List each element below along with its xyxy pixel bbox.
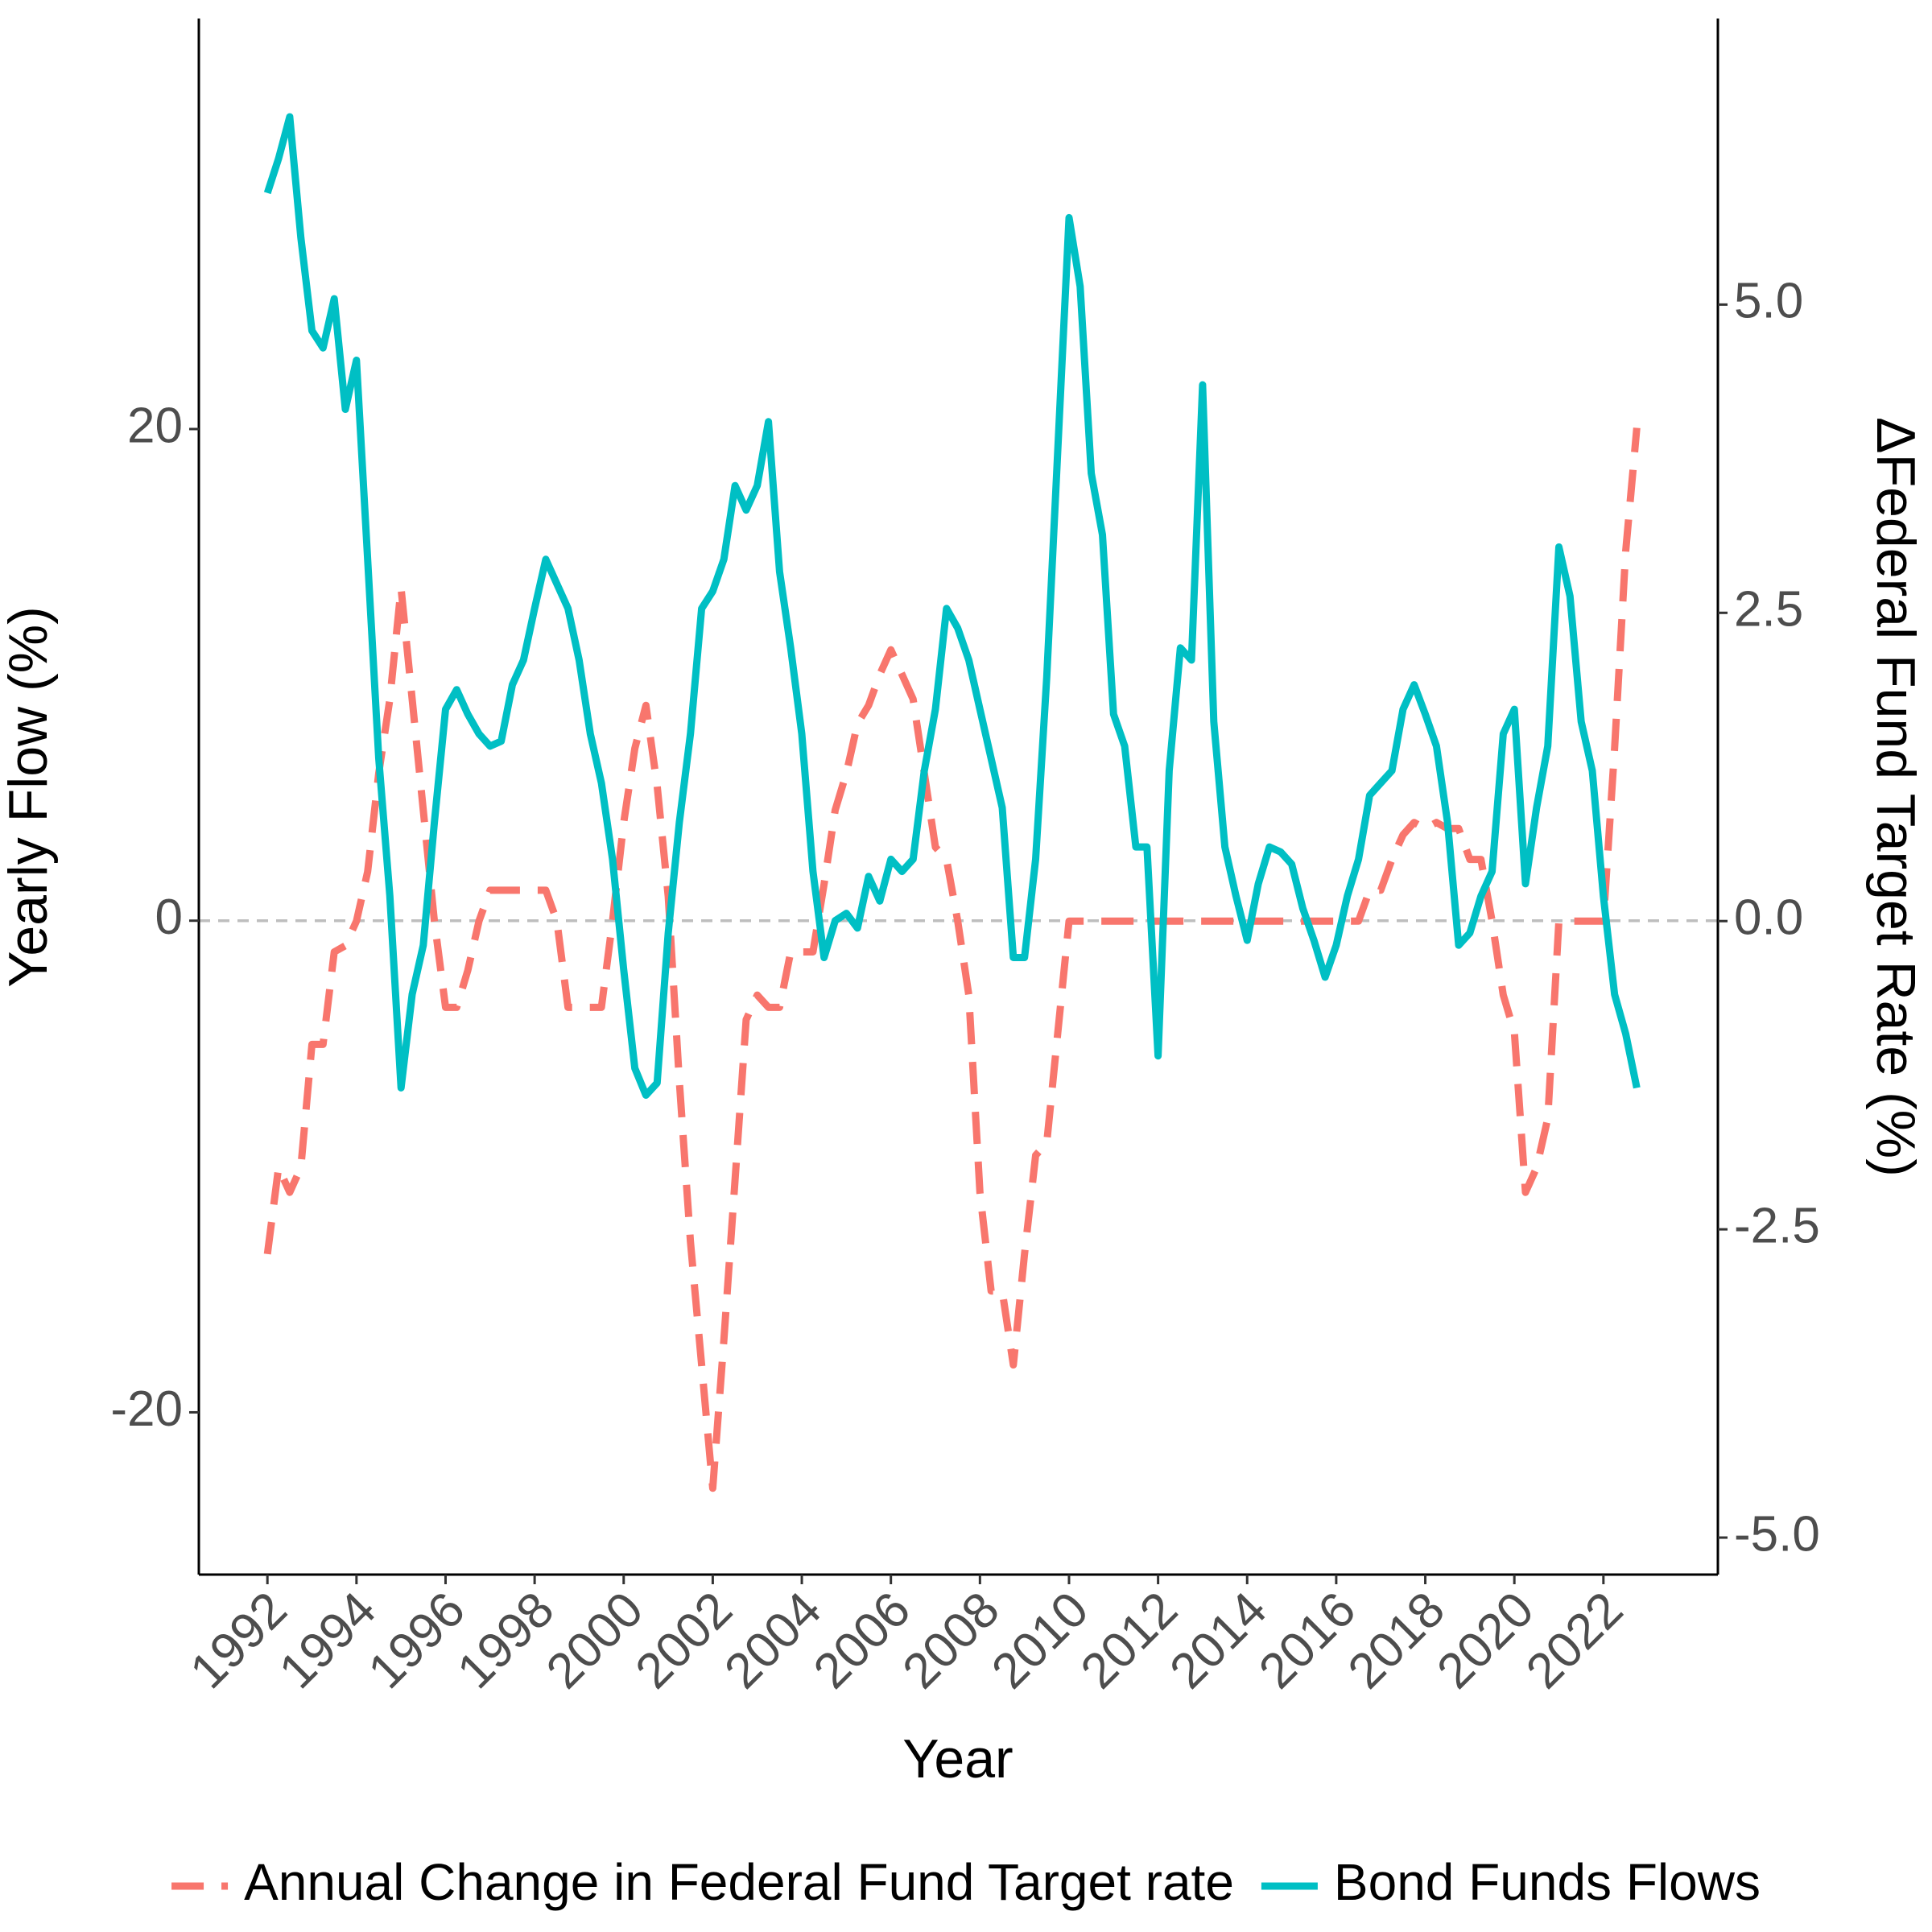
legend: Annual Change in Federal Fund Target rat… (171, 1853, 1761, 1911)
y-tick-label: 20 (127, 398, 183, 453)
y-axis-title: Yearly Flow (%) (0, 606, 59, 988)
x-tick-label: 2000 (536, 1582, 654, 1699)
y-tick-label: -20 (110, 1381, 183, 1437)
x-tick-label: 2012 (1071, 1582, 1188, 1699)
series-line (263, 113, 1641, 1099)
y2-tick-label: -2.5 (1734, 1199, 1820, 1254)
y2-tick-label: 0.0 (1734, 890, 1803, 946)
y2-tick-label: 2.5 (1734, 582, 1803, 638)
x-tick-label: 2002 (625, 1582, 743, 1699)
x-tick-label: 2006 (803, 1582, 921, 1699)
x-tick-label: 2014 (1159, 1582, 1277, 1699)
x-tick-label: 1996 (358, 1582, 476, 1699)
x-tick-label: 2018 (1338, 1582, 1455, 1699)
series-line (263, 427, 1641, 1492)
x-tick-label: 2022 (1516, 1582, 1633, 1699)
x-tick-label: 2010 (981, 1582, 1099, 1699)
x-tick-label: 2020 (1426, 1582, 1544, 1699)
legend-label: Bond Funds Flows (1334, 1853, 1761, 1911)
x-tick-label: 2004 (714, 1582, 832, 1699)
x-tick-label: 1998 (447, 1582, 564, 1699)
x-tick-label: 1992 (180, 1582, 297, 1699)
x-tick-label: 1994 (269, 1582, 386, 1699)
x-tick-label: 2008 (892, 1582, 1009, 1699)
x-tick-label: 2016 (1249, 1582, 1366, 1699)
x-axis-title: Year (902, 1728, 1013, 1790)
y2-tick-label: -5.0 (1734, 1506, 1820, 1562)
legend-label: Annual Change in Federal Fund Target rat… (244, 1853, 1234, 1911)
y2-tick-label: 5.0 (1734, 274, 1803, 329)
y-tick-label: 0 (155, 890, 183, 945)
y2-axis-title: ΔFederal Fund Target Rate (%) (1865, 417, 1926, 1177)
